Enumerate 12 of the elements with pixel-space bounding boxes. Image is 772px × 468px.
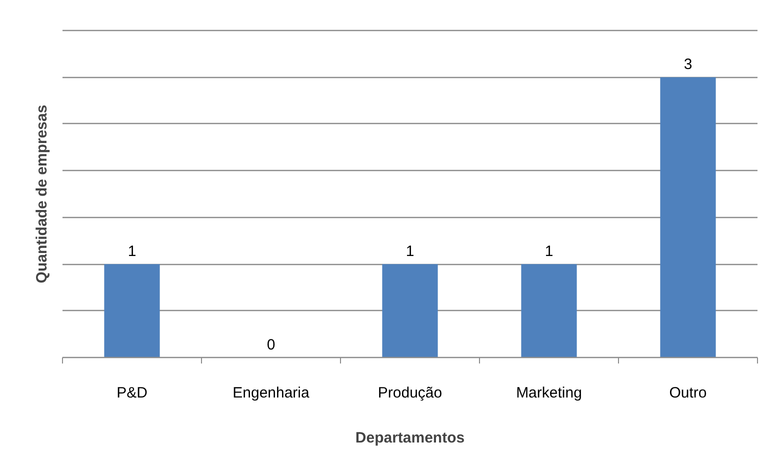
y-axis-title: Quantidade de empresas (34, 104, 50, 284)
x-tick-label: Marketing (516, 384, 582, 402)
data-label: 0 (266, 336, 276, 354)
data-label: 3 (684, 56, 692, 74)
x-tick-label: Outro (669, 384, 707, 402)
x-axis-title: Departamentos (355, 430, 465, 446)
x-tick-label: Produção (378, 384, 442, 402)
data-label: 1 (128, 243, 136, 260)
x-tick-label: Engenharia (232, 384, 310, 402)
x-tick-label: P&D (116, 384, 148, 402)
data-label: 1 (406, 243, 414, 260)
data-label: 1 (544, 243, 554, 260)
